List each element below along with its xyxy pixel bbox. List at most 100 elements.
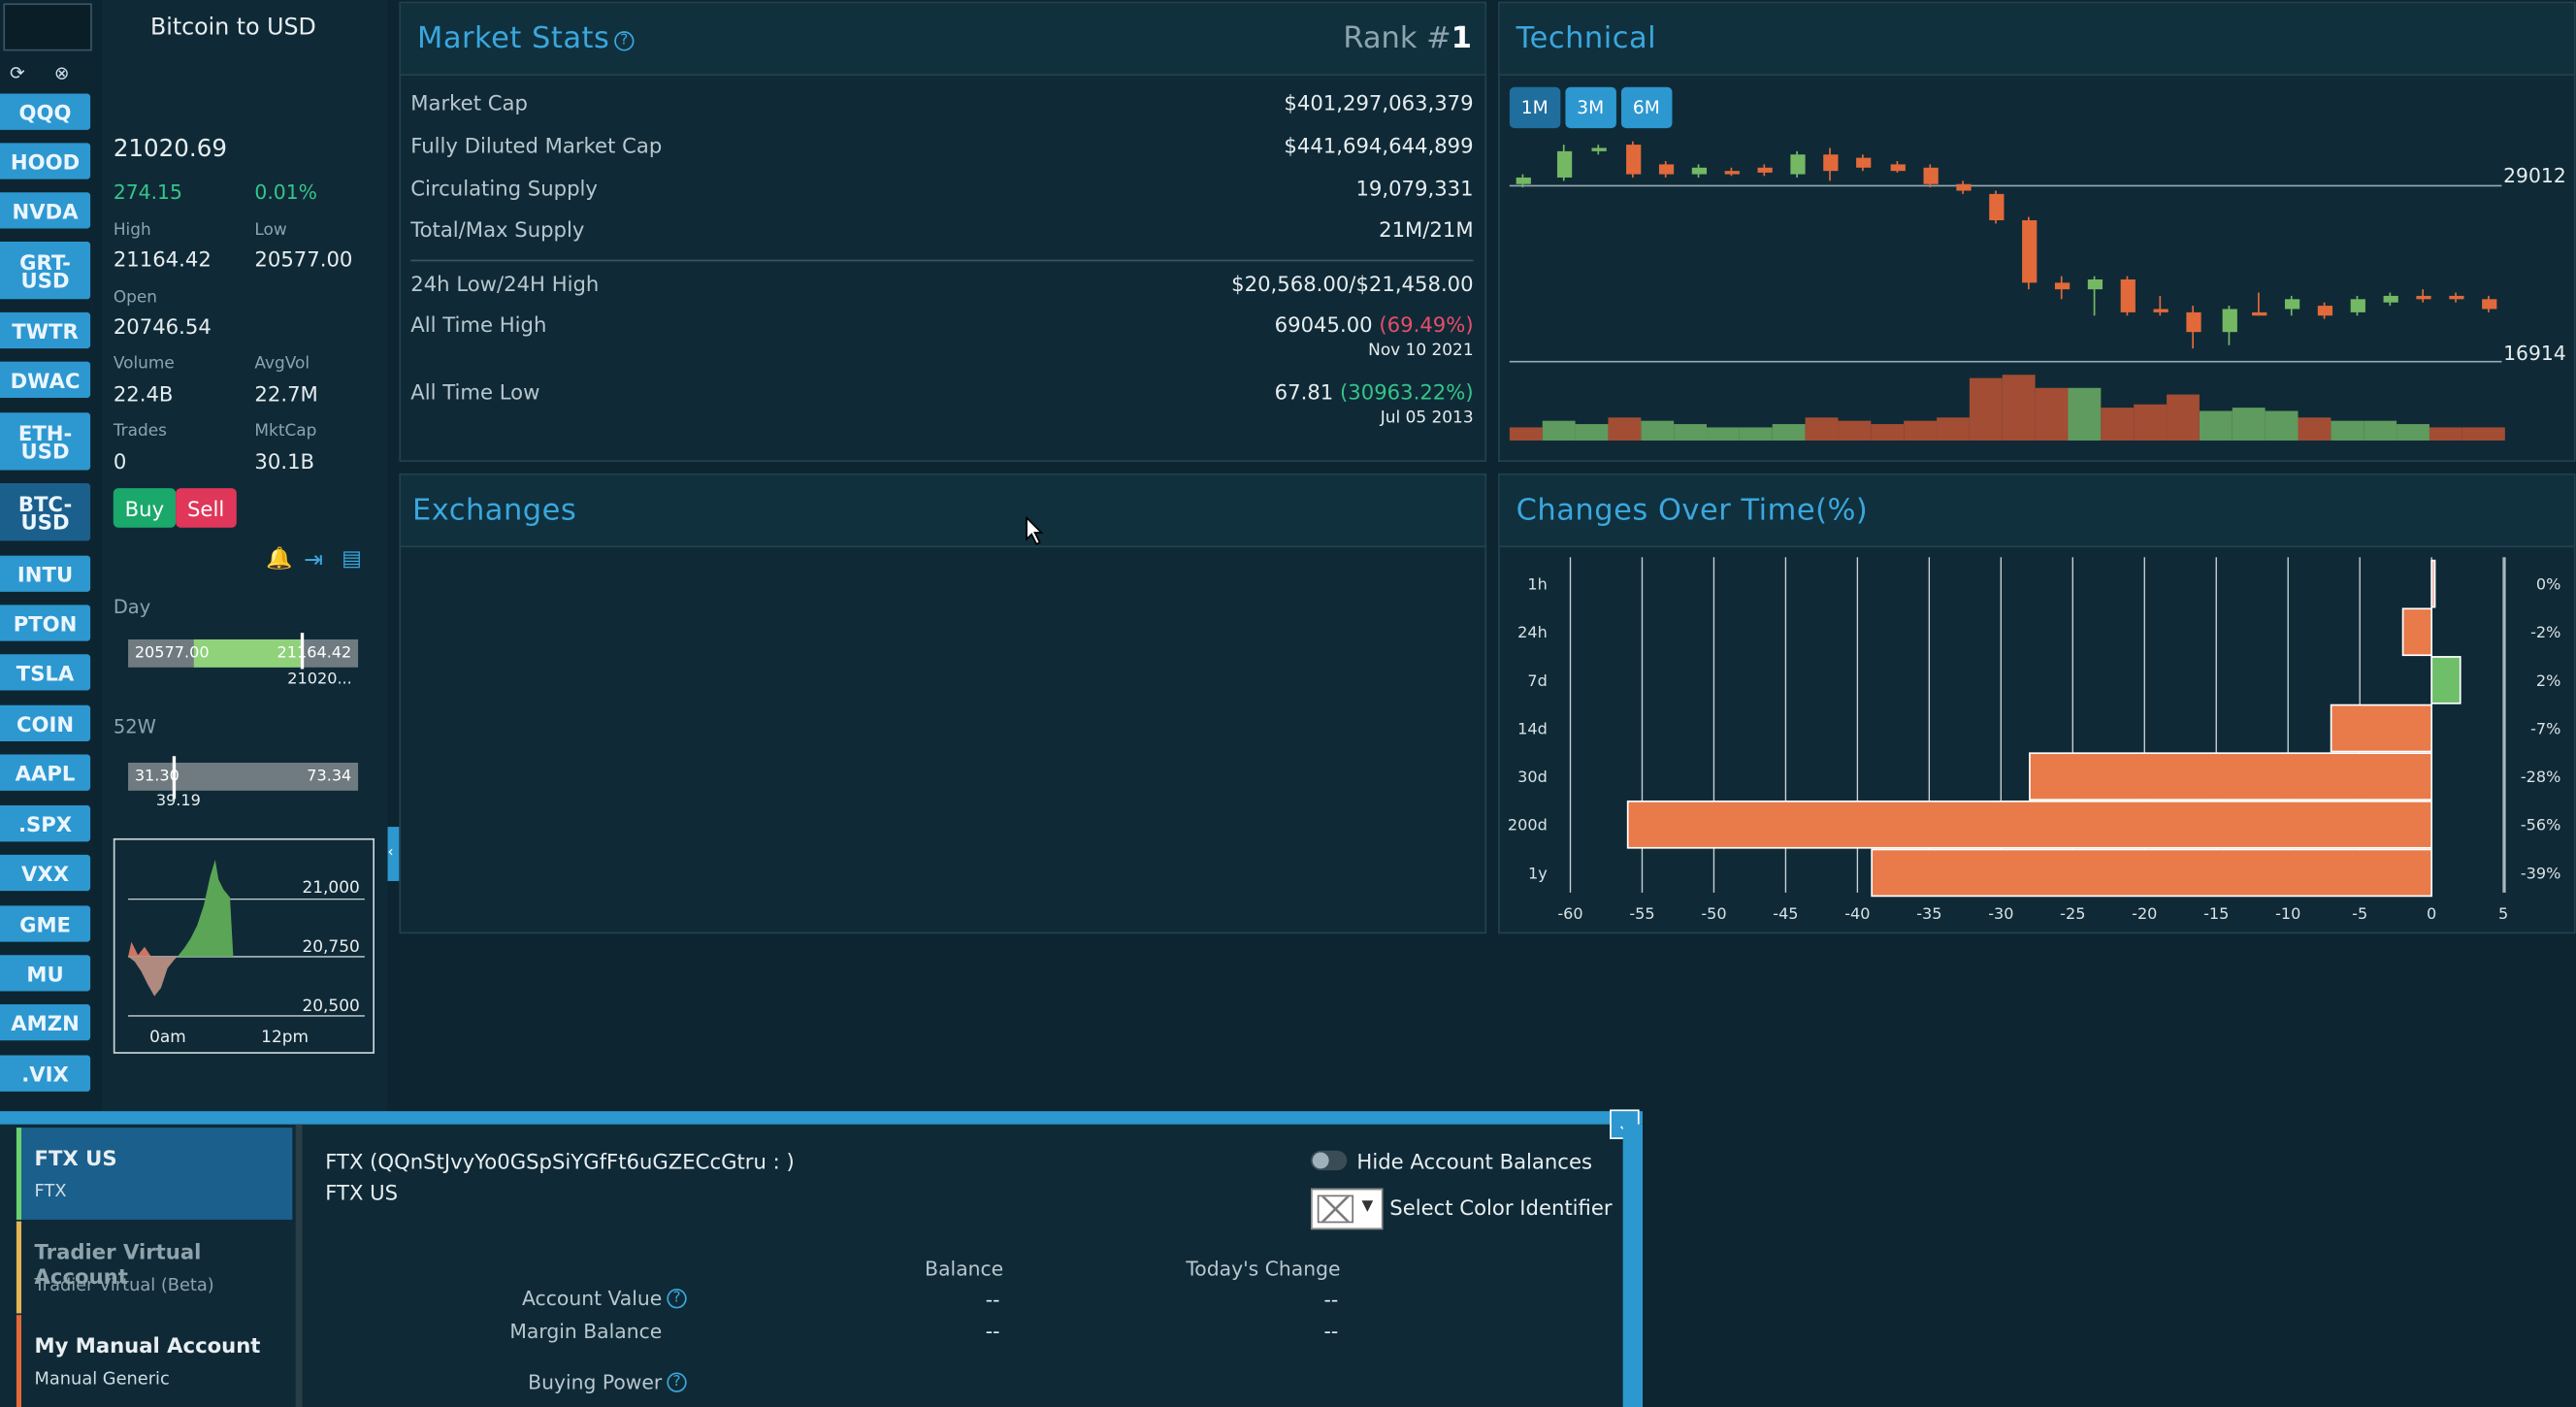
- stat-label: Total/Max Supply: [410, 216, 585, 243]
- x-tick-label: -50: [1701, 904, 1726, 923]
- stock-change: 274.15: [113, 180, 182, 205]
- export-icon[interactable]: ⇥: [304, 547, 324, 574]
- stat-label: 24h Low/24H High: [410, 271, 600, 296]
- ticker-button-grtusd[interactable]: GRT- USD: [0, 242, 91, 300]
- help-icon[interactable]: ?: [614, 31, 635, 51]
- collapse-panel-handle[interactable]: ‹: [387, 827, 400, 881]
- x-tick-label: -30: [1988, 904, 2013, 923]
- clear-icon[interactable]: ⊗: [53, 62, 70, 84]
- add-alert-icon[interactable]: 🔔: [266, 547, 293, 573]
- buy-button[interactable]: Buy: [113, 488, 176, 528]
- ticker-button-tsla[interactable]: TSLA: [0, 654, 91, 691]
- ticker-button-mu[interactable]: MU: [0, 955, 91, 992]
- technical-title: Technical: [1516, 21, 1657, 56]
- stat-value: $401,297,063,379: [1284, 90, 1474, 115]
- ticker-button-gme[interactable]: GME: [0, 905, 91, 942]
- category-label: 1y: [1528, 864, 1548, 882]
- ticker-button-intu[interactable]: INTU: [0, 555, 91, 592]
- market-stats-title: Market Stats?: [417, 21, 635, 56]
- range-button-6m[interactable]: 6M: [1620, 86, 1672, 129]
- x-tick-label: -15: [2203, 904, 2229, 923]
- mktcap-label: MktCap: [254, 422, 317, 441]
- x-tick-label: -10: [2275, 904, 2300, 923]
- ticker-button-aapl[interactable]: AAPL: [0, 754, 91, 791]
- ticker-button-nvda[interactable]: NVDA: [0, 192, 91, 229]
- high-label: High: [113, 221, 151, 241]
- ticker-button-amzn[interactable]: AMZN: [0, 1004, 91, 1041]
- ticker-button-hood[interactable]: HOOD: [0, 143, 91, 180]
- account-sub: FTX: [34, 1181, 67, 1202]
- help-icon[interactable]: ?: [667, 1289, 687, 1309]
- ticker-button-btcusd[interactable]: BTC- USD: [0, 483, 91, 541]
- color-identifier-select[interactable]: ▼: [1311, 1188, 1384, 1230]
- exchanges-header: [401, 474, 1485, 548]
- market-stats-header: [401, 3, 1485, 76]
- help-icon[interactable]: ?: [667, 1372, 687, 1392]
- margin-balance-change: --: [1323, 1320, 1339, 1343]
- ticker-button-spx[interactable]: .SPX: [0, 805, 91, 842]
- account-item[interactable]: Tradier Virtual Account Tradier Virtual (…: [16, 1221, 293, 1314]
- ticker-button-vix[interactable]: .VIX: [0, 1055, 91, 1092]
- ticker-button-vxx[interactable]: VXX: [0, 854, 91, 892]
- day-range-bar: 20577.00 21164.42: [128, 633, 359, 670]
- bar-14d: [2330, 704, 2433, 753]
- avgvol-value: 22.7M: [254, 381, 318, 407]
- ticker-button-pton[interactable]: PTON: [0, 605, 91, 641]
- day-high: 21164.42: [277, 644, 352, 663]
- mini-tick-3: 20,500: [302, 998, 360, 1016]
- mktcap-value: 30.1B: [254, 448, 315, 474]
- hide-balances-toggle[interactable]: [1311, 1150, 1348, 1171]
- ticker-button-qqq[interactable]: QQQ: [0, 93, 91, 130]
- stat-label: Circulating Supply: [410, 176, 598, 201]
- category-label: 7d: [1527, 671, 1547, 690]
- mini-tick-1: 21,000: [302, 879, 360, 898]
- bar-1y: [1871, 848, 2433, 898]
- notes-icon[interactable]: ▤: [342, 547, 362, 573]
- level-low: 16914: [2503, 342, 2566, 366]
- bar-1h: [2430, 559, 2436, 608]
- ticker-button-coin[interactable]: COIN: [0, 704, 91, 741]
- stat-value: 21M/21M: [1379, 216, 1474, 243]
- account-name: My Manual Account: [34, 1332, 261, 1358]
- volume-label: Volume: [113, 354, 175, 374]
- low-label: Low: [254, 221, 287, 241]
- refresh-icon[interactable]: ⟳: [10, 62, 25, 84]
- account-item[interactable]: My Manual Account Manual Generic: [16, 1315, 293, 1407]
- divider: [410, 259, 1474, 262]
- category-label: 200d: [1508, 816, 1548, 834]
- ticker-button-ethusd[interactable]: ETH- USD: [0, 412, 91, 471]
- sell-button[interactable]: Sell: [176, 488, 237, 528]
- range-button-1m[interactable]: 1M: [1509, 86, 1560, 129]
- x-tick-label: -55: [1629, 904, 1654, 923]
- ticker-button-twtr[interactable]: TWTR: [0, 311, 91, 349]
- atl-date: Jul 05 2013: [1380, 409, 1474, 428]
- bar-30d: [2029, 752, 2433, 801]
- range-button-3m[interactable]: 3M: [1565, 86, 1616, 129]
- value-label: 2%: [2536, 671, 2561, 690]
- stat-row: Circulating Supply 19,079,331: [410, 176, 1473, 200]
- account-item[interactable]: FTX US FTX: [16, 1128, 293, 1220]
- account-scrollbar[interactable]: [1622, 1124, 1643, 1407]
- day-current: 21020...: [287, 671, 352, 689]
- stock-price: 21020.69: [113, 136, 227, 163]
- value-label: 0%: [2536, 575, 2561, 594]
- stat-value: $441,694,644,899: [1284, 133, 1474, 158]
- stat-label: Fully Diluted Market Cap: [410, 133, 663, 158]
- account-value-change: --: [1323, 1289, 1339, 1312]
- ticker-button-dwac[interactable]: DWAC: [0, 361, 91, 398]
- candlestick-chart: [1509, 141, 2505, 441]
- 52w-range-marker: [172, 756, 176, 800]
- account-value-balance: --: [985, 1289, 1000, 1312]
- changes-title: Changes Over Time(%): [1516, 493, 1869, 528]
- ticker-search-input[interactable]: [3, 3, 92, 51]
- stat-row: Total/Max Supply 21M/21M: [410, 217, 1473, 242]
- trades-value: 0: [113, 448, 127, 474]
- category-label: 30d: [1517, 768, 1548, 786]
- account-value-label: Account Value?: [522, 1287, 687, 1310]
- rank: Rank #1: [1343, 21, 1472, 56]
- day-label: Day: [113, 595, 151, 618]
- stat-row: 24h Low/24H High $20,568.00/$21,458.00: [410, 272, 1473, 296]
- rank-value: 1: [1451, 21, 1472, 56]
- level-high: 29012: [2503, 164, 2566, 188]
- value-label: -28%: [2521, 768, 2561, 786]
